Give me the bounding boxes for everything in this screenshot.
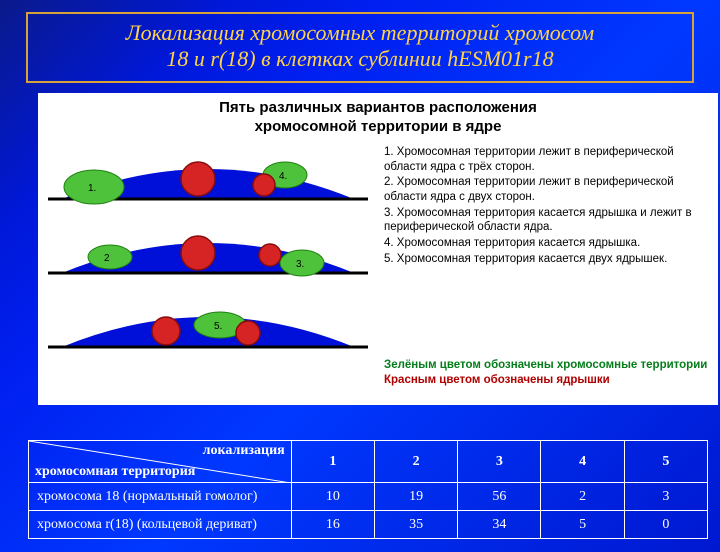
- row-label: хромосома r(18) (кольцевой дериват): [29, 511, 292, 539]
- cell-diagram: 1. 4.: [48, 149, 368, 213]
- table-column-header: 4: [541, 441, 624, 483]
- table-cell: 34: [458, 511, 541, 539]
- panel-subtitle: Пять различных вариантов расположения хр…: [38, 93, 718, 137]
- title-line-1: Локализация хромосомных территорий хромо…: [126, 20, 594, 45]
- table-cell: 5: [541, 511, 624, 539]
- table-cell: 2: [541, 483, 624, 511]
- chromosome-territory: [88, 245, 132, 269]
- legend-red: Красным цветом обозначены ядрышки: [384, 373, 712, 389]
- nucleolus: [236, 321, 260, 345]
- header-top-label: локализация: [203, 443, 285, 459]
- content-panel: Пять различных вариантов расположения хр…: [38, 93, 718, 405]
- title-line-2: 18 и r(18) в клетках сублинии hESM01r18: [166, 46, 553, 71]
- header-bottom-label: хромосомная территория: [35, 464, 195, 480]
- table-corner-header: локализация хромосомная территория: [29, 441, 292, 483]
- table-cell: 3: [624, 483, 707, 511]
- localization-table: локализация хромосомная территория 12345…: [28, 440, 708, 539]
- territory-label: 5.: [214, 321, 222, 332]
- nucleolus: [152, 317, 180, 345]
- table-cell: 19: [375, 483, 458, 511]
- territory-label: 4.: [279, 171, 287, 182]
- variant-description: 4. Хромосомная территория касается ядрыш…: [384, 236, 712, 251]
- table-cell: 56: [458, 483, 541, 511]
- territory-label: 2: [104, 253, 110, 264]
- color-legend: Зелёным цветом обозначены хромосомные те…: [384, 358, 712, 389]
- row-label: хромосома 18 (нормальный гомолог): [29, 483, 292, 511]
- table-column-header: 2: [375, 441, 458, 483]
- table-cell: 16: [291, 511, 374, 539]
- table-column-header: 1: [291, 441, 374, 483]
- variant-description: 3. Хромосомная территория касается ядрыш…: [384, 206, 712, 235]
- table-row: хромосома r(18) (кольцевой дериват)16353…: [29, 511, 708, 539]
- variant-descriptions: 1. Хромосомная территории лежит в перифе…: [384, 145, 712, 268]
- legend-green: Зелёным цветом обозначены хромосомные те…: [384, 358, 712, 374]
- variant-description: 1. Хромосомная территории лежит в перифе…: [384, 145, 712, 174]
- variant-description: 2. Хромосомная территории лежит в перифе…: [384, 175, 712, 204]
- table-cell: 0: [624, 511, 707, 539]
- slide-title: Локализация хромосомных территорий хромо…: [26, 12, 694, 83]
- table-column-header: 5: [624, 441, 707, 483]
- territory-label: 3.: [296, 259, 304, 270]
- nucleolus: [253, 174, 275, 196]
- cell-diagram: 2 3.: [48, 223, 368, 287]
- nucleolus: [181, 236, 215, 270]
- territory-label: 1.: [88, 183, 96, 194]
- table-cell: 10: [291, 483, 374, 511]
- table-cell: 35: [375, 511, 458, 539]
- cell-diagram: 5.: [48, 297, 368, 361]
- table-header-row: локализация хромосомная территория 12345: [29, 441, 708, 483]
- table-row: хромосома 18 (нормальный гомолог)1019562…: [29, 483, 708, 511]
- nucleolus: [259, 244, 281, 266]
- variant-description: 5. Хромосомная территория касается двух …: [384, 252, 712, 267]
- table-column-header: 3: [458, 441, 541, 483]
- nucleolus: [181, 162, 215, 196]
- cell-diagrams: 1. 4. 2 3. 5.: [38, 149, 383, 371]
